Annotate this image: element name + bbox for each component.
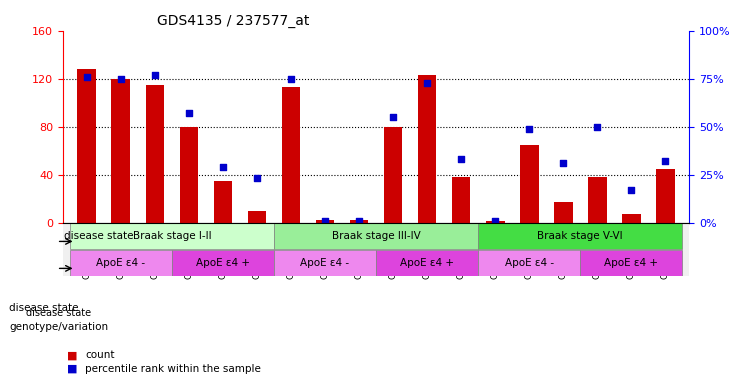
FancyBboxPatch shape bbox=[172, 250, 274, 276]
Text: disease state: disease state bbox=[9, 303, 79, 313]
Point bbox=[387, 114, 399, 120]
Point bbox=[149, 72, 161, 78]
Bar bbox=[111, 79, 130, 223]
Point bbox=[217, 164, 229, 170]
Point bbox=[285, 76, 297, 82]
Point bbox=[591, 124, 603, 130]
Point bbox=[523, 126, 535, 132]
Point bbox=[489, 218, 501, 224]
Bar bbox=[247, 210, 266, 223]
Text: ApoE ε4 +: ApoE ε4 + bbox=[604, 258, 658, 268]
Text: percentile rank within the sample: percentile rank within the sample bbox=[85, 364, 261, 374]
Bar bbox=[418, 75, 436, 223]
Bar bbox=[282, 87, 300, 223]
Text: count: count bbox=[85, 350, 115, 360]
Bar bbox=[486, 221, 505, 223]
Text: ApoE ε4 -: ApoE ε4 - bbox=[300, 258, 350, 268]
Text: disease state: disease state bbox=[26, 308, 91, 318]
Text: disease state: disease state bbox=[64, 231, 133, 241]
FancyBboxPatch shape bbox=[70, 223, 274, 249]
Text: ■: ■ bbox=[67, 364, 77, 374]
Point bbox=[625, 187, 637, 193]
Bar bbox=[622, 214, 641, 223]
Point bbox=[421, 79, 433, 86]
Bar bbox=[520, 145, 539, 223]
Point bbox=[319, 218, 331, 224]
Text: Braak stage V-VI: Braak stage V-VI bbox=[537, 231, 623, 241]
Text: genotype/variation: genotype/variation bbox=[9, 322, 108, 332]
FancyBboxPatch shape bbox=[274, 223, 478, 249]
Point bbox=[81, 74, 93, 80]
Point bbox=[659, 158, 671, 164]
Point bbox=[115, 76, 127, 82]
Bar bbox=[656, 169, 674, 223]
Text: ApoE ε4 +: ApoE ε4 + bbox=[196, 258, 250, 268]
Point bbox=[251, 175, 263, 182]
FancyBboxPatch shape bbox=[376, 250, 478, 276]
FancyBboxPatch shape bbox=[70, 250, 172, 276]
FancyBboxPatch shape bbox=[580, 250, 682, 276]
Text: ApoE ε4 +: ApoE ε4 + bbox=[400, 258, 454, 268]
Text: GDS4135 / 237577_at: GDS4135 / 237577_at bbox=[157, 14, 309, 28]
Text: ■: ■ bbox=[67, 350, 77, 360]
Bar bbox=[588, 177, 607, 223]
Bar bbox=[384, 127, 402, 223]
Text: Braak stage I-II: Braak stage I-II bbox=[133, 231, 211, 241]
Point bbox=[455, 156, 467, 162]
Bar bbox=[78, 69, 96, 223]
Bar bbox=[213, 180, 232, 223]
Text: ApoE ε4 -: ApoE ε4 - bbox=[505, 258, 554, 268]
Point bbox=[183, 110, 195, 116]
Bar bbox=[145, 84, 165, 223]
Text: Braak stage III-IV: Braak stage III-IV bbox=[332, 231, 420, 241]
Bar bbox=[554, 202, 573, 223]
Point bbox=[353, 218, 365, 224]
Point bbox=[557, 160, 569, 166]
Text: ApoE ε4 -: ApoE ε4 - bbox=[96, 258, 145, 268]
Bar bbox=[316, 220, 334, 223]
Bar bbox=[179, 127, 199, 223]
FancyBboxPatch shape bbox=[478, 250, 580, 276]
FancyBboxPatch shape bbox=[274, 250, 376, 276]
Bar bbox=[350, 220, 368, 223]
FancyBboxPatch shape bbox=[478, 223, 682, 249]
Bar bbox=[452, 177, 471, 223]
